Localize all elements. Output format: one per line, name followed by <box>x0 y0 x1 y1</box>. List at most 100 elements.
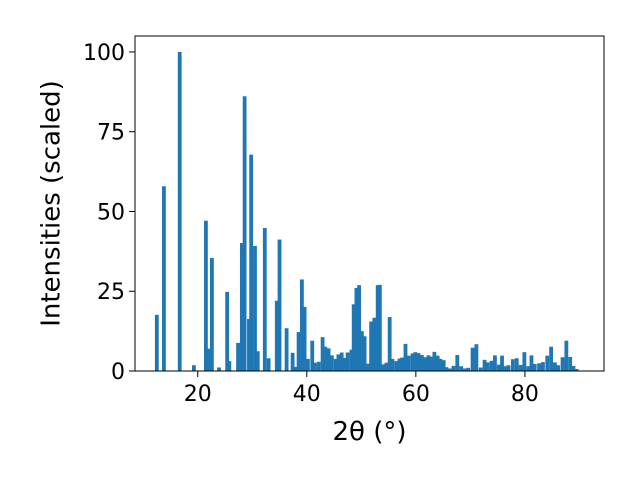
bar <box>526 366 531 371</box>
bar <box>351 304 356 371</box>
bar <box>397 358 402 371</box>
bar <box>349 349 354 371</box>
bar <box>435 355 440 371</box>
bar <box>206 348 211 371</box>
bar <box>522 352 527 371</box>
bar <box>369 321 374 371</box>
bar <box>532 363 537 371</box>
bar <box>357 285 362 371</box>
bar <box>217 367 221 371</box>
bar <box>284 328 289 371</box>
bar <box>239 243 244 371</box>
bar <box>203 220 208 371</box>
bar <box>514 358 519 371</box>
bar <box>293 366 298 371</box>
bar <box>529 355 534 371</box>
bar <box>366 363 371 371</box>
bar <box>320 337 325 371</box>
bar <box>362 336 367 371</box>
bar <box>381 364 386 371</box>
bar <box>518 364 523 371</box>
bar <box>549 346 554 371</box>
bar <box>447 368 452 371</box>
bar <box>426 355 431 371</box>
bar <box>209 258 214 371</box>
bar <box>390 358 395 371</box>
bar <box>316 361 321 371</box>
bar <box>310 340 315 371</box>
bar <box>326 348 331 371</box>
bar <box>444 367 449 371</box>
bar <box>474 344 479 371</box>
bar <box>227 361 232 371</box>
bar <box>545 355 550 371</box>
y-axis-label: Intensities (scaled) <box>37 80 67 327</box>
plot-frame <box>134 35 605 372</box>
bar <box>556 365 561 371</box>
x-tick-label: 40 <box>293 382 321 407</box>
bar <box>403 343 408 371</box>
bar <box>372 317 377 371</box>
bar <box>387 317 392 371</box>
bar <box>333 358 338 371</box>
bar <box>377 284 382 371</box>
bar <box>313 362 317 371</box>
bar <box>419 355 424 371</box>
bar <box>343 357 347 371</box>
bar <box>503 366 508 371</box>
bar <box>336 354 341 371</box>
y-tick-label: 25 <box>97 280 125 305</box>
bar <box>329 355 334 371</box>
bar <box>568 356 573 371</box>
bar <box>247 318 251 371</box>
bar <box>537 363 542 371</box>
bar <box>339 352 344 371</box>
bar <box>432 351 437 371</box>
bar <box>511 359 515 371</box>
bar <box>438 358 443 371</box>
bar <box>462 368 467 371</box>
bar <box>429 356 434 371</box>
bar <box>249 154 254 371</box>
bar <box>266 358 271 371</box>
bar <box>574 369 579 371</box>
bar <box>305 358 310 371</box>
y-tick-label: 0 <box>111 360 125 385</box>
bar <box>354 288 359 371</box>
bar <box>161 186 166 371</box>
bar <box>225 291 230 371</box>
bar <box>506 365 511 371</box>
bar <box>441 360 446 371</box>
bar <box>500 355 504 371</box>
x-axis-label: 2θ (°) <box>332 417 406 447</box>
x-tick-label: 60 <box>402 382 430 407</box>
bar <box>154 314 159 371</box>
bar <box>478 367 483 371</box>
bar <box>255 351 260 371</box>
bar <box>416 353 421 371</box>
bar <box>302 306 307 371</box>
bar <box>290 352 295 371</box>
bar <box>242 96 247 372</box>
bar <box>466 367 471 371</box>
bar <box>571 365 576 371</box>
bar <box>482 359 487 371</box>
bar <box>236 342 240 371</box>
bar <box>489 360 494 371</box>
bar <box>277 239 282 371</box>
bar <box>345 352 350 371</box>
bar <box>560 357 565 371</box>
bar <box>564 340 569 371</box>
x-tick-label: 80 <box>511 382 539 407</box>
bar <box>459 366 464 371</box>
bar <box>359 331 364 371</box>
bar <box>406 355 411 371</box>
bar <box>496 364 501 371</box>
bar <box>274 300 279 371</box>
bar <box>553 362 557 371</box>
bar <box>451 365 456 371</box>
bar <box>394 361 399 371</box>
bars-group <box>154 51 579 372</box>
